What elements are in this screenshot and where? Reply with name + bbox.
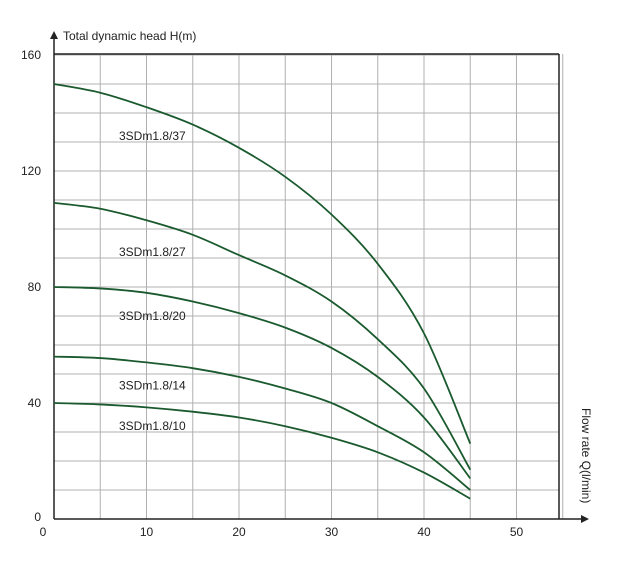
x-tick-label: 40: [417, 525, 431, 539]
series-line: [53, 355, 471, 491]
series-line: [53, 286, 471, 479]
series-line: [53, 402, 471, 500]
y-tick-label: 160: [21, 48, 41, 62]
series-label: 3SDm1.8/10: [119, 419, 186, 433]
y-axis-title: Total dynamic head H(m): [63, 29, 196, 43]
plot-frame: [54, 53, 560, 519]
series-layer: [53, 83, 472, 500]
series-line: [53, 83, 472, 444]
y-tick-label: 80: [28, 280, 42, 294]
x-tick-label: 20: [232, 525, 246, 539]
series-line: [53, 202, 472, 471]
series-label-layer: 3SDm1.8/37 3SDm1.8/27 3SDm1.8/20 3SDm1.8/14…: [119, 129, 186, 433]
y-tick-label: 0: [34, 510, 41, 524]
series-label: 3SDm1.8/27: [119, 245, 186, 259]
x-axis-arrow: [581, 515, 589, 523]
axes: Total dynamic head H(m) Flow rate Q(l/mi…: [21, 29, 593, 539]
y-tick-label: 120: [21, 164, 41, 178]
y-tick-label: 40: [28, 396, 42, 410]
y-axis-arrow: [50, 31, 58, 39]
series-label: 3SDm1.8/37: [119, 129, 186, 143]
series-label: 3SDm1.8/20: [119, 309, 186, 323]
series-label: 3SDm1.8/14: [119, 379, 186, 393]
x-tick-label: 0: [40, 525, 47, 539]
x-tick-label: 10: [140, 525, 154, 539]
x-tick-label: 50: [510, 525, 524, 539]
x-tick-label: 30: [325, 525, 339, 539]
x-axis-title: Flow rate Q(l/min): [579, 408, 593, 503]
